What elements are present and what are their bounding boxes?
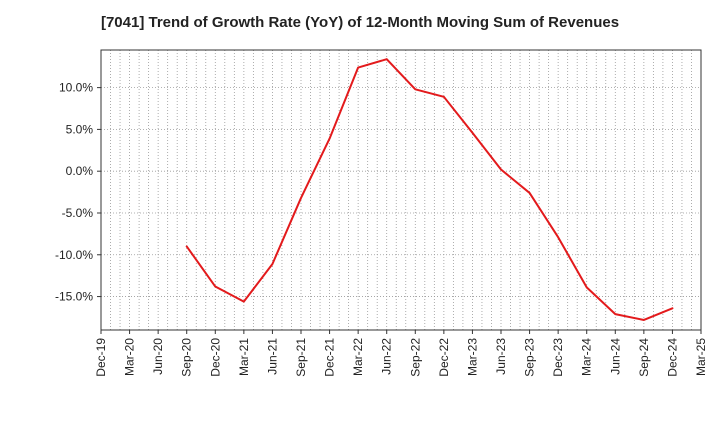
x-tick-label: Mar-25	[694, 338, 708, 376]
x-tick-label: Mar-22	[351, 338, 365, 376]
x-tick-label: Jun-24	[608, 338, 622, 375]
x-tick-label: Dec-24	[665, 338, 679, 377]
x-tick-label: Dec-20	[208, 338, 222, 377]
y-tick-label: -5.0%	[62, 206, 94, 220]
x-tick-label: Dec-21	[323, 338, 337, 377]
plot-background	[101, 50, 701, 330]
x-tick-label: Mar-24	[580, 338, 594, 376]
x-tick-label: Sep-20	[180, 338, 194, 377]
y-tick-label: 10.0%	[59, 81, 93, 95]
x-tick-label: Mar-21	[237, 338, 251, 376]
x-tick-label: Dec-19	[94, 338, 108, 377]
x-tick-label: Jun-20	[151, 338, 165, 375]
x-tick-label: Dec-22	[437, 338, 451, 377]
y-tick-label: 0.0%	[66, 164, 94, 178]
x-tick-label: Dec-23	[551, 338, 565, 377]
x-tick-label: Sep-24	[637, 338, 651, 377]
y-tick-label: -10.0%	[55, 248, 93, 262]
plot-border	[100, 49, 702, 331]
x-tick-label: Sep-21	[294, 338, 308, 377]
series-line	[185, 58, 674, 321]
chart-title: [7041] Trend of Growth Rate (YoY) of 12-…	[100, 14, 620, 31]
x-tick-label: Sep-22	[408, 338, 422, 377]
x-tick-label: Jun-21	[265, 338, 279, 375]
x-tick-label: Mar-20	[123, 338, 137, 376]
x-tick-label: Mar-23	[465, 338, 479, 376]
x-tick-label: Jun-23	[494, 338, 508, 375]
y-tick-label: -15.0%	[55, 290, 93, 304]
y-tick-label: 5.0%	[66, 122, 94, 136]
x-tick-label: Sep-23	[523, 338, 537, 377]
x-tick-label: Jun-22	[380, 338, 394, 375]
